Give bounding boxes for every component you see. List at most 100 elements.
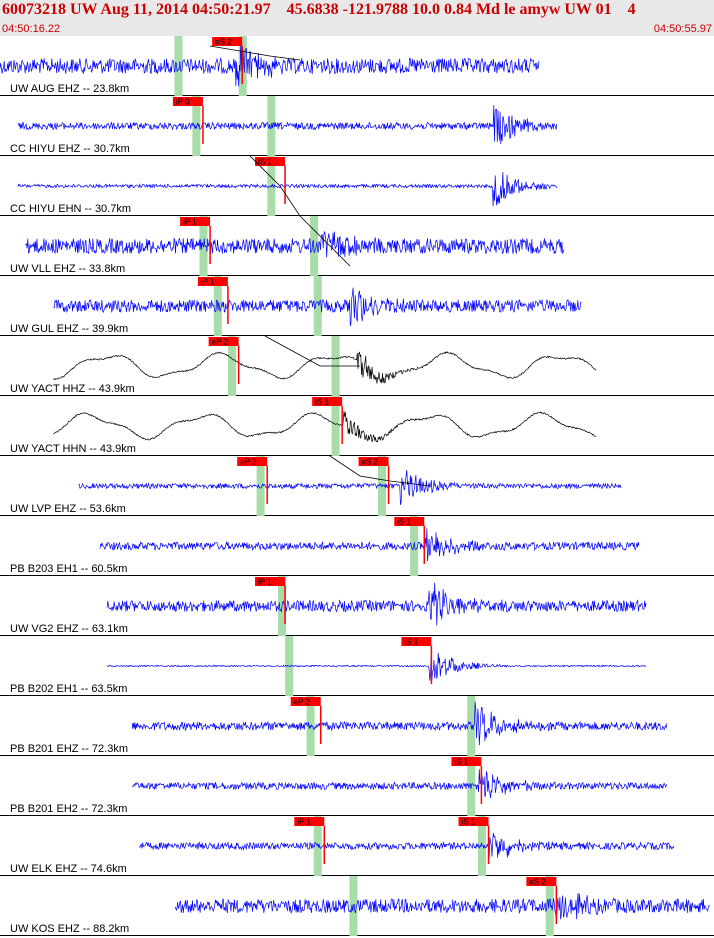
pick-label: iP 0: [176, 98, 190, 107]
phase-pick[interactable]: eP 2: [290, 697, 322, 744]
waveform-trace: [131, 769, 668, 799]
phase-pick[interactable]: eS 2: [212, 37, 243, 84]
channel-row[interactable]: eS 2 UW KOS EHZ -- 88.2km: [0, 876, 714, 936]
pick-label-bg: [237, 457, 268, 466]
channel-row[interactable]: iP 1 UW VG2 EHZ -- 63.1km: [0, 576, 714, 636]
phase-pick[interactable]: iS 1: [255, 157, 286, 204]
channel-row[interactable]: eS 2 UW AUG EHZ -- 23.8km: [0, 36, 714, 96]
pick-label-bg: [212, 37, 243, 46]
channel-label: UW KOS EHZ -- 88.2km: [10, 923, 129, 935]
pick-window: [192, 96, 201, 156]
waveform-trace: [106, 652, 647, 681]
pick-window: [410, 516, 419, 576]
seismogram-panel[interactable]: eS 2 UW AUG EHZ -- 23.8km iP 0 CC HIYU EHZ …: [0, 36, 714, 938]
pick-label-bg: [255, 157, 286, 166]
pick-label: iS 1: [454, 758, 468, 767]
end-time-label: 04:50:55.97: [653, 23, 712, 35]
pick-label-bg: [312, 397, 343, 406]
channel-label: PB B201 EHZ -- 72.3km: [10, 743, 128, 755]
pick-label-bg: [358, 457, 389, 466]
pick-window: [313, 816, 322, 876]
phase-pick[interactable]: iP 1: [197, 277, 229, 324]
pick-label: iS 1: [397, 518, 411, 527]
phase-pick[interactable]: eP 2: [237, 457, 268, 504]
channel-label: PB B201 EH2 -- 72.3km: [10, 803, 127, 815]
phase-pick[interactable]: iP 1: [294, 817, 326, 864]
phase-pick[interactable]: iS 1: [394, 517, 426, 564]
channel-row[interactable]: iS 1 PB B203 EH1 -- 60.5km: [0, 516, 714, 576]
phase-pick[interactable]: iP 1: [180, 217, 211, 264]
channel-row[interactable]: iP 0 CC HIYU EHZ -- 30.7km: [0, 96, 714, 156]
channel-label: PB B203 EH1 -- 60.5km: [10, 563, 127, 575]
pick-label-bg: [208, 337, 239, 346]
pick-label: eP 2: [240, 458, 257, 467]
pick-window: [306, 696, 315, 756]
pick-window: [228, 336, 237, 396]
pick-label: eS 2: [529, 878, 546, 887]
pick-label-bg: [526, 877, 557, 886]
pick-window: [174, 36, 183, 96]
pick-window: [545, 876, 554, 936]
start-time-label: 04:50:16.22: [2, 23, 61, 35]
channel-row[interactable]: iP 1 UW VLL EHZ -- 33.8km: [0, 216, 714, 276]
pick-window: [310, 216, 319, 276]
channel-row[interactable]: iS 1 PB B201 EH2 -- 72.3km: [0, 756, 714, 816]
pick-label-bg: [451, 757, 482, 766]
phase-pick[interactable]: iS 1: [451, 757, 483, 804]
channel-row[interactable]: iS 1 UW YACT HHN -- 43.9km: [0, 396, 714, 456]
channel-label: UW ELK EHZ -- 74.6km: [10, 863, 127, 875]
pick-label: iS 1: [315, 398, 329, 407]
channel-row[interactable]: iS 1 CC HIYU EHN -- 30.7km: [0, 156, 714, 216]
waveform-trace: [24, 231, 565, 258]
channel-label: UW GUL EHZ -- 39.9km: [10, 323, 128, 335]
channel-row[interactable]: iP 1 UW GUL EHZ -- 39.9km: [0, 276, 714, 336]
waveform-trace: [17, 171, 558, 207]
pick-label: eS 2: [362, 458, 379, 467]
channel-row[interactable]: eP 2 PB B201 EHZ -- 72.3km: [0, 696, 714, 756]
phase-pick[interactable]: eS 2: [358, 457, 390, 504]
pick-label-bg: [197, 277, 228, 286]
waveform-trace: [78, 470, 622, 505]
channel-row[interactable]: iP 1 iS 1 UW ELK EHZ -- 74.6km: [0, 816, 714, 876]
channel-row[interactable]: eP 2 eS 2 UW LVP EHZ -- 53.6km: [0, 456, 714, 516]
phase-pick[interactable]: iS 1: [458, 817, 490, 864]
pick-label-bg: [290, 697, 321, 706]
channel-row[interactable]: iS 1 PB B202 EH1 -- 63.5km: [0, 636, 714, 696]
waveform-trace: [17, 104, 558, 145]
waveform-trace: [53, 410, 597, 443]
phase-pick[interactable]: eP 2: [208, 337, 240, 384]
waveform-trace: [138, 832, 675, 858]
pick-label: iS 1: [462, 818, 476, 827]
pick-label: eS 2: [215, 38, 232, 47]
event-header: 60073218 UW Aug 11, 2014 04:50:21.97 45.…: [0, 0, 714, 36]
pick-label: iP 1: [258, 578, 272, 587]
phase-pick[interactable]: iP 1: [255, 577, 286, 624]
waveform-trace: [0, 39, 540, 87]
channel-label: UW AUG EHZ -- 23.8km: [10, 83, 129, 95]
waveform-trace: [53, 351, 597, 384]
pick-label: iS 1: [404, 638, 418, 647]
channel-label: UW VG2 EHZ -- 63.1km: [10, 623, 128, 635]
travel-time-curve: [264, 335, 360, 367]
channel-label: UW LVP EHZ -- 53.6km: [10, 503, 126, 515]
phase-pick[interactable]: eS 2: [526, 877, 558, 924]
pick-label: iP 1: [201, 278, 215, 287]
travel-time-curve: [209, 45, 301, 61]
waveform-trace: [53, 287, 582, 327]
phase-pick[interactable]: iS 1: [401, 637, 433, 684]
travel-time-curve: [329, 455, 431, 487]
travel-time-curve: [249, 155, 351, 267]
pick-window: [377, 456, 386, 516]
pick-label-bg: [180, 217, 211, 226]
phase-pick[interactable]: iP 0: [172, 97, 204, 144]
pick-label-bg: [458, 817, 489, 826]
pick-label-bg: [401, 637, 432, 646]
channel-label: CC HIYU EHN -- 30.7km: [10, 203, 131, 215]
pick-label-bg: [172, 97, 203, 106]
phase-pick[interactable]: iS 1: [312, 397, 343, 444]
pick-label-bg: [394, 517, 425, 526]
pick-label: eP 2: [212, 338, 229, 347]
waveform-trace: [131, 701, 668, 746]
pick-window: [331, 396, 340, 456]
pick-label: iP 1: [297, 818, 311, 827]
